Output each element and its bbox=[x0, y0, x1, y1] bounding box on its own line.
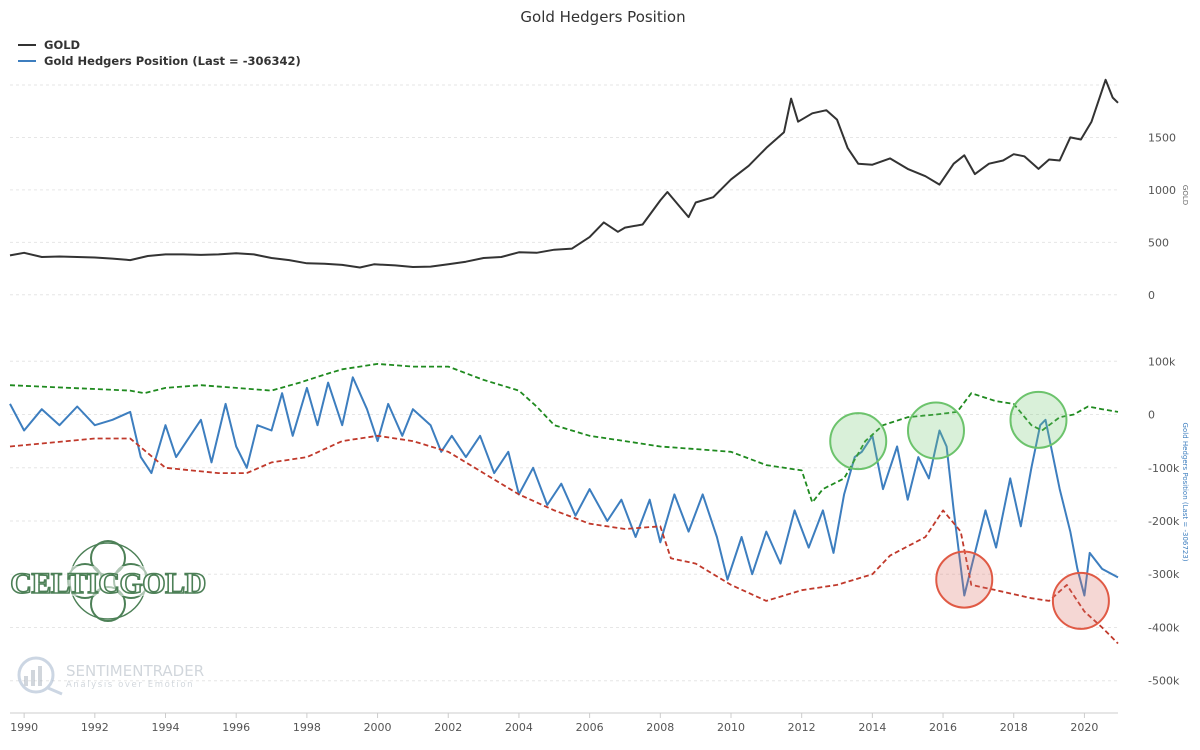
x-tick-label: 2000 bbox=[364, 721, 392, 734]
legend: GOLD Gold Hedgers Position (Last = -3063… bbox=[18, 38, 301, 68]
celticgold-watermark: CELTICGOLD bbox=[8, 540, 208, 622]
green-highlight-circle bbox=[829, 412, 888, 471]
y-tick-label: -300k bbox=[1148, 568, 1180, 581]
series-layer bbox=[9, 78, 1119, 645]
y-tick-label: 500 bbox=[1148, 236, 1169, 249]
y-axis-hedgers: 100k 0 -100k -200k -300k -400k -500k bbox=[1148, 355, 1180, 687]
series-line-upper-band bbox=[9, 363, 1119, 504]
x-tick-label: 2010 bbox=[717, 721, 745, 734]
y-tick-label: -500k bbox=[1148, 675, 1180, 688]
grid-bottom bbox=[10, 360, 1118, 682]
sentimentrader-watermark: SENTIMENTRADER Analysis over Emotion bbox=[17, 656, 204, 696]
x-tick-label: 2002 bbox=[434, 721, 462, 734]
y-tick-label: 0 bbox=[1148, 289, 1155, 302]
green-highlight-circle bbox=[1009, 390, 1068, 449]
x-tick-label: 2020 bbox=[1070, 721, 1098, 734]
y-tick-label: 0 bbox=[1148, 409, 1155, 422]
celtic-knot-icon bbox=[67, 540, 149, 622]
y-tick-label: 1000 bbox=[1148, 184, 1176, 197]
green-highlight-circle bbox=[906, 401, 965, 460]
x-tick-label: 1994 bbox=[152, 721, 180, 734]
y-axis-title-hedgers: Gold Hedgers Position (Last = -306723) bbox=[1181, 423, 1189, 562]
x-tick-label: 1992 bbox=[81, 721, 109, 734]
grid-top bbox=[10, 84, 1118, 296]
red-highlight-circle bbox=[935, 550, 994, 609]
x-tick-label: 1996 bbox=[222, 721, 250, 734]
annotation-layer bbox=[829, 390, 1110, 630]
y-axis-gold: 0 500 1000 1500 bbox=[1148, 131, 1176, 301]
x-tick-label: 2014 bbox=[858, 721, 886, 734]
x-tick-label: 2008 bbox=[646, 721, 674, 734]
red-highlight-circle bbox=[1051, 571, 1110, 630]
chart-title: Gold Hedgers Position bbox=[520, 8, 685, 26]
y-tick-label: 100k bbox=[1148, 355, 1176, 368]
series-line-gold bbox=[9, 78, 1119, 269]
x-tick-label: 2004 bbox=[505, 721, 533, 734]
x-tick-label: 2018 bbox=[1000, 721, 1028, 734]
series-line-lower-band bbox=[9, 434, 1119, 645]
legend-label-gold: GOLD bbox=[44, 38, 80, 52]
legend-label-hedgers: Gold Hedgers Position (Last = -306342) bbox=[44, 54, 301, 68]
y-axis-title-gold: GOLD bbox=[1181, 185, 1189, 205]
sentimentrader-tagline: Analysis over Emotion bbox=[66, 680, 194, 690]
magnifier-icon bbox=[17, 656, 55, 694]
y-tick-label: -400k bbox=[1148, 621, 1180, 634]
x-axis: 1990 1992 1994 1996 1998 2000 2002 2004 2006 2008… bbox=[10, 713, 1098, 734]
y-tick-label: -100k bbox=[1148, 462, 1180, 475]
x-tick-label: 2016 bbox=[929, 721, 957, 734]
celticgold-text: CELTICGOLD bbox=[10, 567, 206, 600]
x-tick-label: 1998 bbox=[293, 721, 321, 734]
y-tick-label: -200k bbox=[1148, 515, 1180, 528]
sentimentrader-text: SENTIMENTRADER bbox=[66, 662, 204, 680]
y-tick-label: 1500 bbox=[1148, 131, 1176, 144]
series-line-gold-hedgers-position bbox=[9, 376, 1119, 597]
x-tick-label: 2012 bbox=[788, 721, 816, 734]
x-tick-label: 1990 bbox=[10, 721, 38, 734]
x-tick-label: 2006 bbox=[576, 721, 604, 734]
